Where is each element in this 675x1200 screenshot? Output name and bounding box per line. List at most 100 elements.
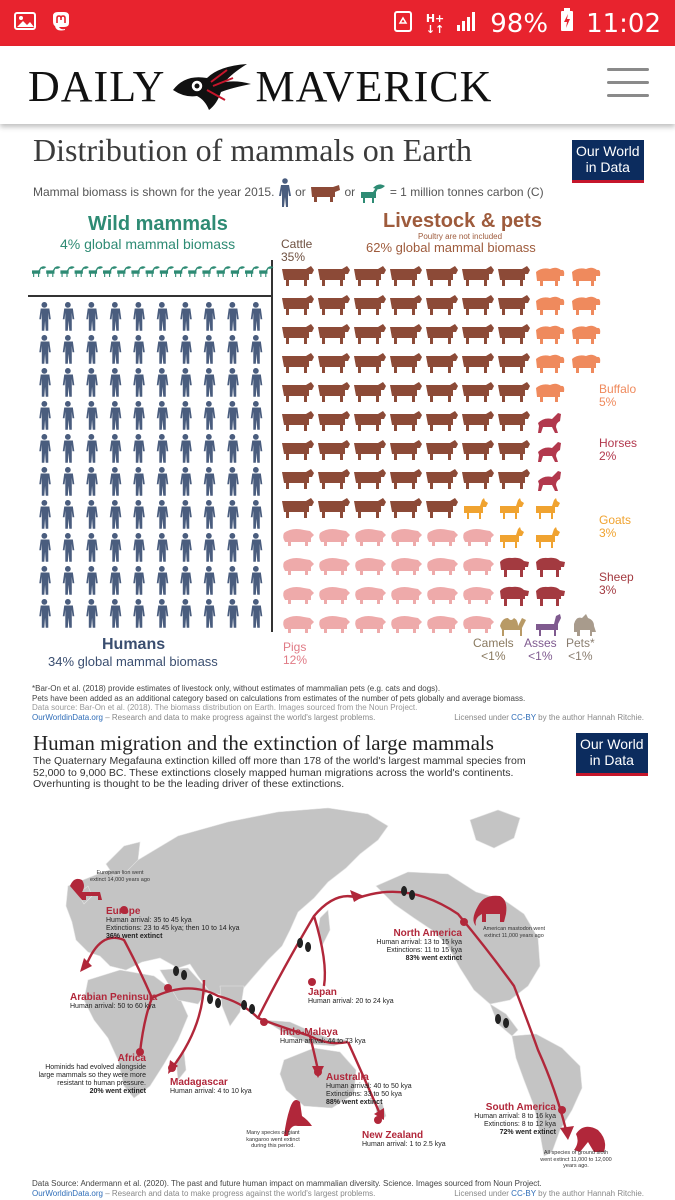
cattle-label: Cattle 35% bbox=[281, 238, 312, 264]
sheep-icon bbox=[536, 557, 565, 577]
human-icon bbox=[227, 533, 239, 562]
cow-icon bbox=[282, 382, 314, 402]
region-new-zealand: New Zealand Human arrival: 1 to 2.5 kya bbox=[362, 1130, 446, 1149]
region-marker bbox=[168, 1064, 176, 1072]
buffalo-icon bbox=[572, 354, 601, 373]
buffalo-label: Buffalo 5% bbox=[599, 383, 636, 409]
badge-line: Our World bbox=[576, 143, 640, 159]
human-icon bbox=[227, 500, 239, 529]
recycle-icon bbox=[392, 9, 414, 39]
cow-icon bbox=[311, 185, 341, 202]
lion-note: European lion went extinct 14,000 years … bbox=[90, 870, 150, 883]
human-icon bbox=[39, 599, 51, 628]
human-icon bbox=[156, 500, 169, 529]
cow-icon bbox=[282, 440, 314, 460]
human-icon bbox=[227, 467, 239, 496]
land-greenland bbox=[469, 809, 521, 849]
region-arrival: Human arrival: 35 to 45 kya bbox=[106, 917, 192, 924]
category-pct: 3% bbox=[599, 583, 617, 597]
region-extinctions: Extinctions: 11 to 15 kya bbox=[386, 947, 462, 954]
human-icon bbox=[250, 599, 263, 628]
footprints-icon bbox=[173, 966, 188, 980]
human-icon bbox=[180, 302, 192, 331]
human-icon bbox=[180, 599, 192, 628]
subtitle-text: = 1 million tonnes carbon (C) bbox=[389, 185, 544, 200]
asses-label: Asses <1% bbox=[524, 637, 557, 663]
region-australia: Australia Human arrival: 40 to 50 kya Ex… bbox=[326, 1072, 412, 1107]
human-icon bbox=[39, 533, 51, 562]
human-icon bbox=[227, 302, 239, 331]
pig-icon bbox=[283, 558, 314, 575]
cow-icon bbox=[390, 266, 422, 286]
goat-icon bbox=[536, 527, 560, 548]
cc-by-link[interactable]: CC-BY bbox=[511, 1189, 536, 1198]
category-name: Sheep bbox=[599, 570, 634, 584]
region-arrival: Human arrival: 20 to 24 kya bbox=[308, 998, 394, 1005]
buffalo-icon bbox=[536, 296, 565, 315]
owid-link[interactable]: OurWorldinData.org bbox=[32, 713, 103, 722]
cow-icon bbox=[354, 295, 386, 315]
signal-icon bbox=[456, 9, 478, 39]
cow-icon bbox=[354, 411, 386, 431]
cow-icon bbox=[426, 498, 458, 518]
cc-by-link[interactable]: CC-BY bbox=[511, 713, 536, 722]
region-arrival: Human arrival: 13 to 15 kya bbox=[376, 939, 462, 946]
human-icon bbox=[39, 434, 51, 463]
region-name: New Zealand bbox=[362, 1130, 424, 1141]
cow-icon bbox=[354, 266, 386, 286]
data-source: Data source: Bar-On et al. (2018). The b… bbox=[32, 703, 418, 712]
human-icon bbox=[109, 533, 122, 562]
footprints-icon bbox=[241, 1000, 256, 1014]
human-icon bbox=[180, 533, 192, 562]
owid-link[interactable]: OurWorldinData.org bbox=[32, 1189, 103, 1198]
human-icon bbox=[250, 434, 263, 463]
license: Licensed under CC-BY by the author Hanna… bbox=[454, 1189, 644, 1198]
cow-icon bbox=[354, 382, 386, 402]
site-header: DAILY MAVERICK bbox=[0, 46, 675, 124]
human-icon bbox=[180, 500, 192, 529]
route-arrowhead bbox=[350, 890, 364, 902]
goat-icon bbox=[500, 527, 524, 548]
cow-icon bbox=[390, 469, 422, 489]
camel-icon bbox=[500, 618, 526, 636]
kangaroo-icon bbox=[284, 1100, 312, 1136]
cow-icon bbox=[318, 469, 350, 489]
migration-route bbox=[171, 979, 206, 1069]
land-india bbox=[219, 985, 245, 1027]
livestock-title: Livestock & pets bbox=[383, 210, 542, 232]
human-icon bbox=[156, 533, 169, 562]
human-icon bbox=[62, 368, 75, 397]
human-icon bbox=[39, 335, 51, 364]
cow-icon bbox=[282, 411, 314, 431]
cow-icon bbox=[390, 324, 422, 344]
owid-credit-line: OurWorldinData.org – Research and data t… bbox=[32, 1189, 644, 1198]
cow-icon bbox=[318, 411, 350, 431]
cow-icon bbox=[390, 440, 422, 460]
cow-icon bbox=[462, 469, 494, 489]
footprints-icon bbox=[495, 1014, 510, 1028]
region-marker bbox=[136, 1048, 144, 1056]
menu-button[interactable] bbox=[607, 68, 649, 107]
region-arrival: Human arrival: 44 to 73 kya bbox=[280, 1038, 366, 1045]
cow-icon bbox=[498, 353, 530, 373]
migration-route bbox=[346, 1041, 382, 1115]
cow-icon bbox=[318, 382, 350, 402]
region-marker bbox=[460, 918, 468, 926]
cow-icon bbox=[390, 411, 422, 431]
human-icon bbox=[180, 401, 192, 430]
human-icon bbox=[203, 500, 216, 529]
region-extinct: 72% went extinct bbox=[499, 1129, 556, 1136]
mastodon-notification-icon bbox=[50, 10, 72, 37]
cow-icon bbox=[426, 295, 458, 315]
human-icon bbox=[156, 566, 169, 595]
category-pct: 2% bbox=[599, 449, 617, 463]
pig-icon bbox=[283, 616, 314, 633]
migration-map: European lion went extinct 14,000 years … bbox=[28, 790, 646, 1169]
region-madagascar: Madagascar Human arrival: 4 to 10 kya bbox=[170, 1077, 252, 1096]
site-logo[interactable]: DAILY MAVERICK bbox=[28, 60, 492, 112]
mastodon-icon bbox=[473, 895, 507, 926]
human-icon bbox=[62, 335, 75, 364]
human-icon bbox=[156, 302, 169, 331]
hamburger-line bbox=[607, 94, 649, 97]
human-icon bbox=[250, 566, 263, 595]
